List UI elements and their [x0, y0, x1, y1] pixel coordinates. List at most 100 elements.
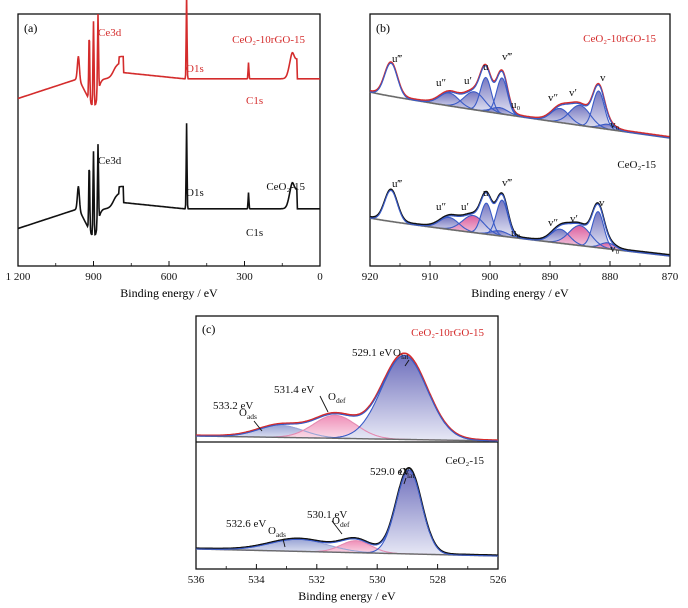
- ce3d-component-line: [544, 104, 616, 131]
- o1s-component-label-lat-red: Olat: [393, 347, 409, 361]
- o1s-energy-label-def-black: 530.1 eV: [307, 509, 347, 521]
- o1s-fitted-sum: [196, 354, 498, 442]
- x-tick-label: 528: [429, 574, 446, 586]
- o1s-fitted-sum: [196, 469, 498, 557]
- x-tick-label: 600: [161, 271, 178, 283]
- x-tick-label: 526: [490, 574, 507, 586]
- ce3d-peak-label: u‴: [392, 53, 403, 65]
- series-name-ceo2-15: CeO₂-15: [266, 181, 305, 193]
- panel-b-xlabel: Binding energy / eV: [471, 286, 569, 300]
- series-name-ceo2-10rgo-15: CeO₂-10rGO-15: [411, 327, 484, 339]
- ce3d-component-line: [578, 90, 619, 132]
- o1s-component-subscript: lat: [407, 471, 415, 480]
- ce3d-peak-label: u′: [464, 75, 472, 87]
- ce3d-component-fill: [578, 211, 618, 250]
- panel-c: (c) CeO₂-10rGO-15 CeO₂-15 533.2 eV Oads 531.…: [188, 315, 507, 603]
- o1s-component-subscript: def: [336, 396, 346, 405]
- x-tick-label: 910: [422, 271, 439, 283]
- ce3d-peak-label: v₀: [610, 243, 620, 255]
- x-tick-label: 880: [602, 271, 619, 283]
- o1s-leader-line: [253, 420, 263, 432]
- ce3d-peak-label: v: [600, 72, 606, 84]
- ce3d-peak-label: u″: [436, 77, 446, 89]
- ce3d-peak-label: u₀: [511, 227, 521, 239]
- o1s-background-line: [196, 548, 498, 557]
- ce3d-raw-envelope: [369, 61, 670, 138]
- series-name-ceo2-10rgo-15: CeO₂-10rGO-15: [583, 33, 656, 45]
- o1s-component-label-def-red: Odef: [328, 391, 346, 405]
- panel-b: (b) CeO₂-10rGO-15 CeO₂-15 u‴ u″ u′ u v‴ u₀ v″ v′ v…: [362, 14, 679, 300]
- series-name-ceo2-15: CeO₂-15: [617, 159, 656, 171]
- ce3d-component-line: [438, 91, 510, 116]
- ce3d-peak-label: u: [483, 61, 489, 73]
- x-tick-label: 534: [248, 574, 265, 586]
- ce3d-component-fill: [482, 200, 522, 239]
- o1s-background-line: [196, 435, 498, 442]
- panel-c-xlabel: Binding energy / eV: [298, 589, 396, 603]
- x-tick-label: 900: [482, 271, 499, 283]
- x-tick-label: 900: [85, 271, 102, 283]
- o1s-raw-envelope: [196, 352, 498, 442]
- o1s-component-fill: [196, 355, 498, 441]
- peak-label-ce3d-red: Ce3d: [98, 27, 122, 39]
- ce3d-fitted-sum: [369, 62, 670, 139]
- ce3d-component-fill: [578, 91, 619, 131]
- o1s-component-subscript: def: [340, 520, 350, 529]
- ce3d-peak-label: v‴: [502, 177, 513, 189]
- peak-label-c1s-black: C1s: [246, 227, 263, 239]
- ce3d-peak-label: u‴: [392, 178, 403, 190]
- x-tick-label: 890: [542, 271, 559, 283]
- ce3d-raw-envelope: [369, 188, 670, 256]
- ce3d-peak-label: u₀: [511, 99, 521, 111]
- o1s-leader-line: [319, 395, 329, 413]
- ce3d-component-line: [467, 202, 505, 237]
- o1s-raw-envelope: [196, 467, 498, 557]
- panel-a-frame: [17, 13, 321, 267]
- x-tick-label: 536: [188, 574, 205, 586]
- ce3d-peak-label: u: [483, 187, 489, 199]
- ce3d-peak-label: v″: [548, 92, 558, 104]
- x-tick-label: 870: [662, 271, 679, 283]
- panel-a: (a) CeO₂-10rGO-15 CeO₂-15 Ce3d O1s C1s Ce3d O1…: [6, 0, 323, 300]
- x-tick-label: 530: [369, 574, 386, 586]
- survey-curve-ceo2-15: [17, 123, 320, 236]
- peak-label-o1s-red: O1s: [186, 63, 204, 75]
- panel-a-label: (a): [24, 21, 37, 35]
- survey-curve-ceo2-10rgo-15: [17, 0, 320, 106]
- ce3d-peak-label: v₀: [610, 119, 620, 131]
- o1s-leader-line: [403, 477, 407, 485]
- ce3d-peak-label: v‴: [502, 51, 513, 63]
- ce3d-component-line: [435, 214, 511, 238]
- ce3d-component-line: [542, 224, 618, 251]
- x-tick-label: 300: [236, 271, 253, 283]
- ce3d-component-fill: [483, 78, 521, 117]
- o1s-energy-label-lat-red: 529.1 eV: [352, 347, 392, 359]
- panel-c-label: (c): [202, 322, 215, 336]
- o1s-component-subscript: lat: [401, 352, 409, 361]
- ce3d-peak-label: v″: [548, 217, 558, 229]
- x-tick-label: 1 200: [6, 271, 31, 283]
- ce3d-peak-label: v′: [569, 87, 577, 99]
- ce3d-component-fill: [466, 77, 505, 115]
- x-tick-label: 0: [317, 271, 323, 283]
- x-tick-label: 532: [309, 574, 326, 586]
- peak-label-c1s-red: C1s: [246, 95, 263, 107]
- ce3d-peak-label: v: [599, 197, 605, 209]
- o1s-component-label-ads-black: Oads: [268, 525, 286, 539]
- ce3d-peak-label: v′: [570, 213, 578, 225]
- series-name-ceo2-10rgo-15: CeO₂-10rGO-15: [232, 34, 305, 46]
- o1s-energy-label-ads-red: 533.2 eV: [213, 400, 253, 412]
- o1s-component-fill: [196, 470, 498, 556]
- ce3d-component-line: [578, 211, 618, 251]
- panel-a-xlabel: Binding energy / eV: [120, 286, 218, 300]
- peak-label-o1s-black: O1s: [186, 187, 204, 199]
- ce3d-fitted-sum: [369, 189, 670, 257]
- panel-b-label: (b): [376, 21, 390, 35]
- x-tick-label: 920: [362, 271, 379, 283]
- o1s-component-fill: [196, 415, 498, 441]
- o1s-leader-line: [404, 359, 410, 367]
- o1s-leader-line: [282, 538, 286, 548]
- ce3d-component-line: [466, 76, 505, 115]
- ce3d-peak-label: u″: [436, 201, 446, 213]
